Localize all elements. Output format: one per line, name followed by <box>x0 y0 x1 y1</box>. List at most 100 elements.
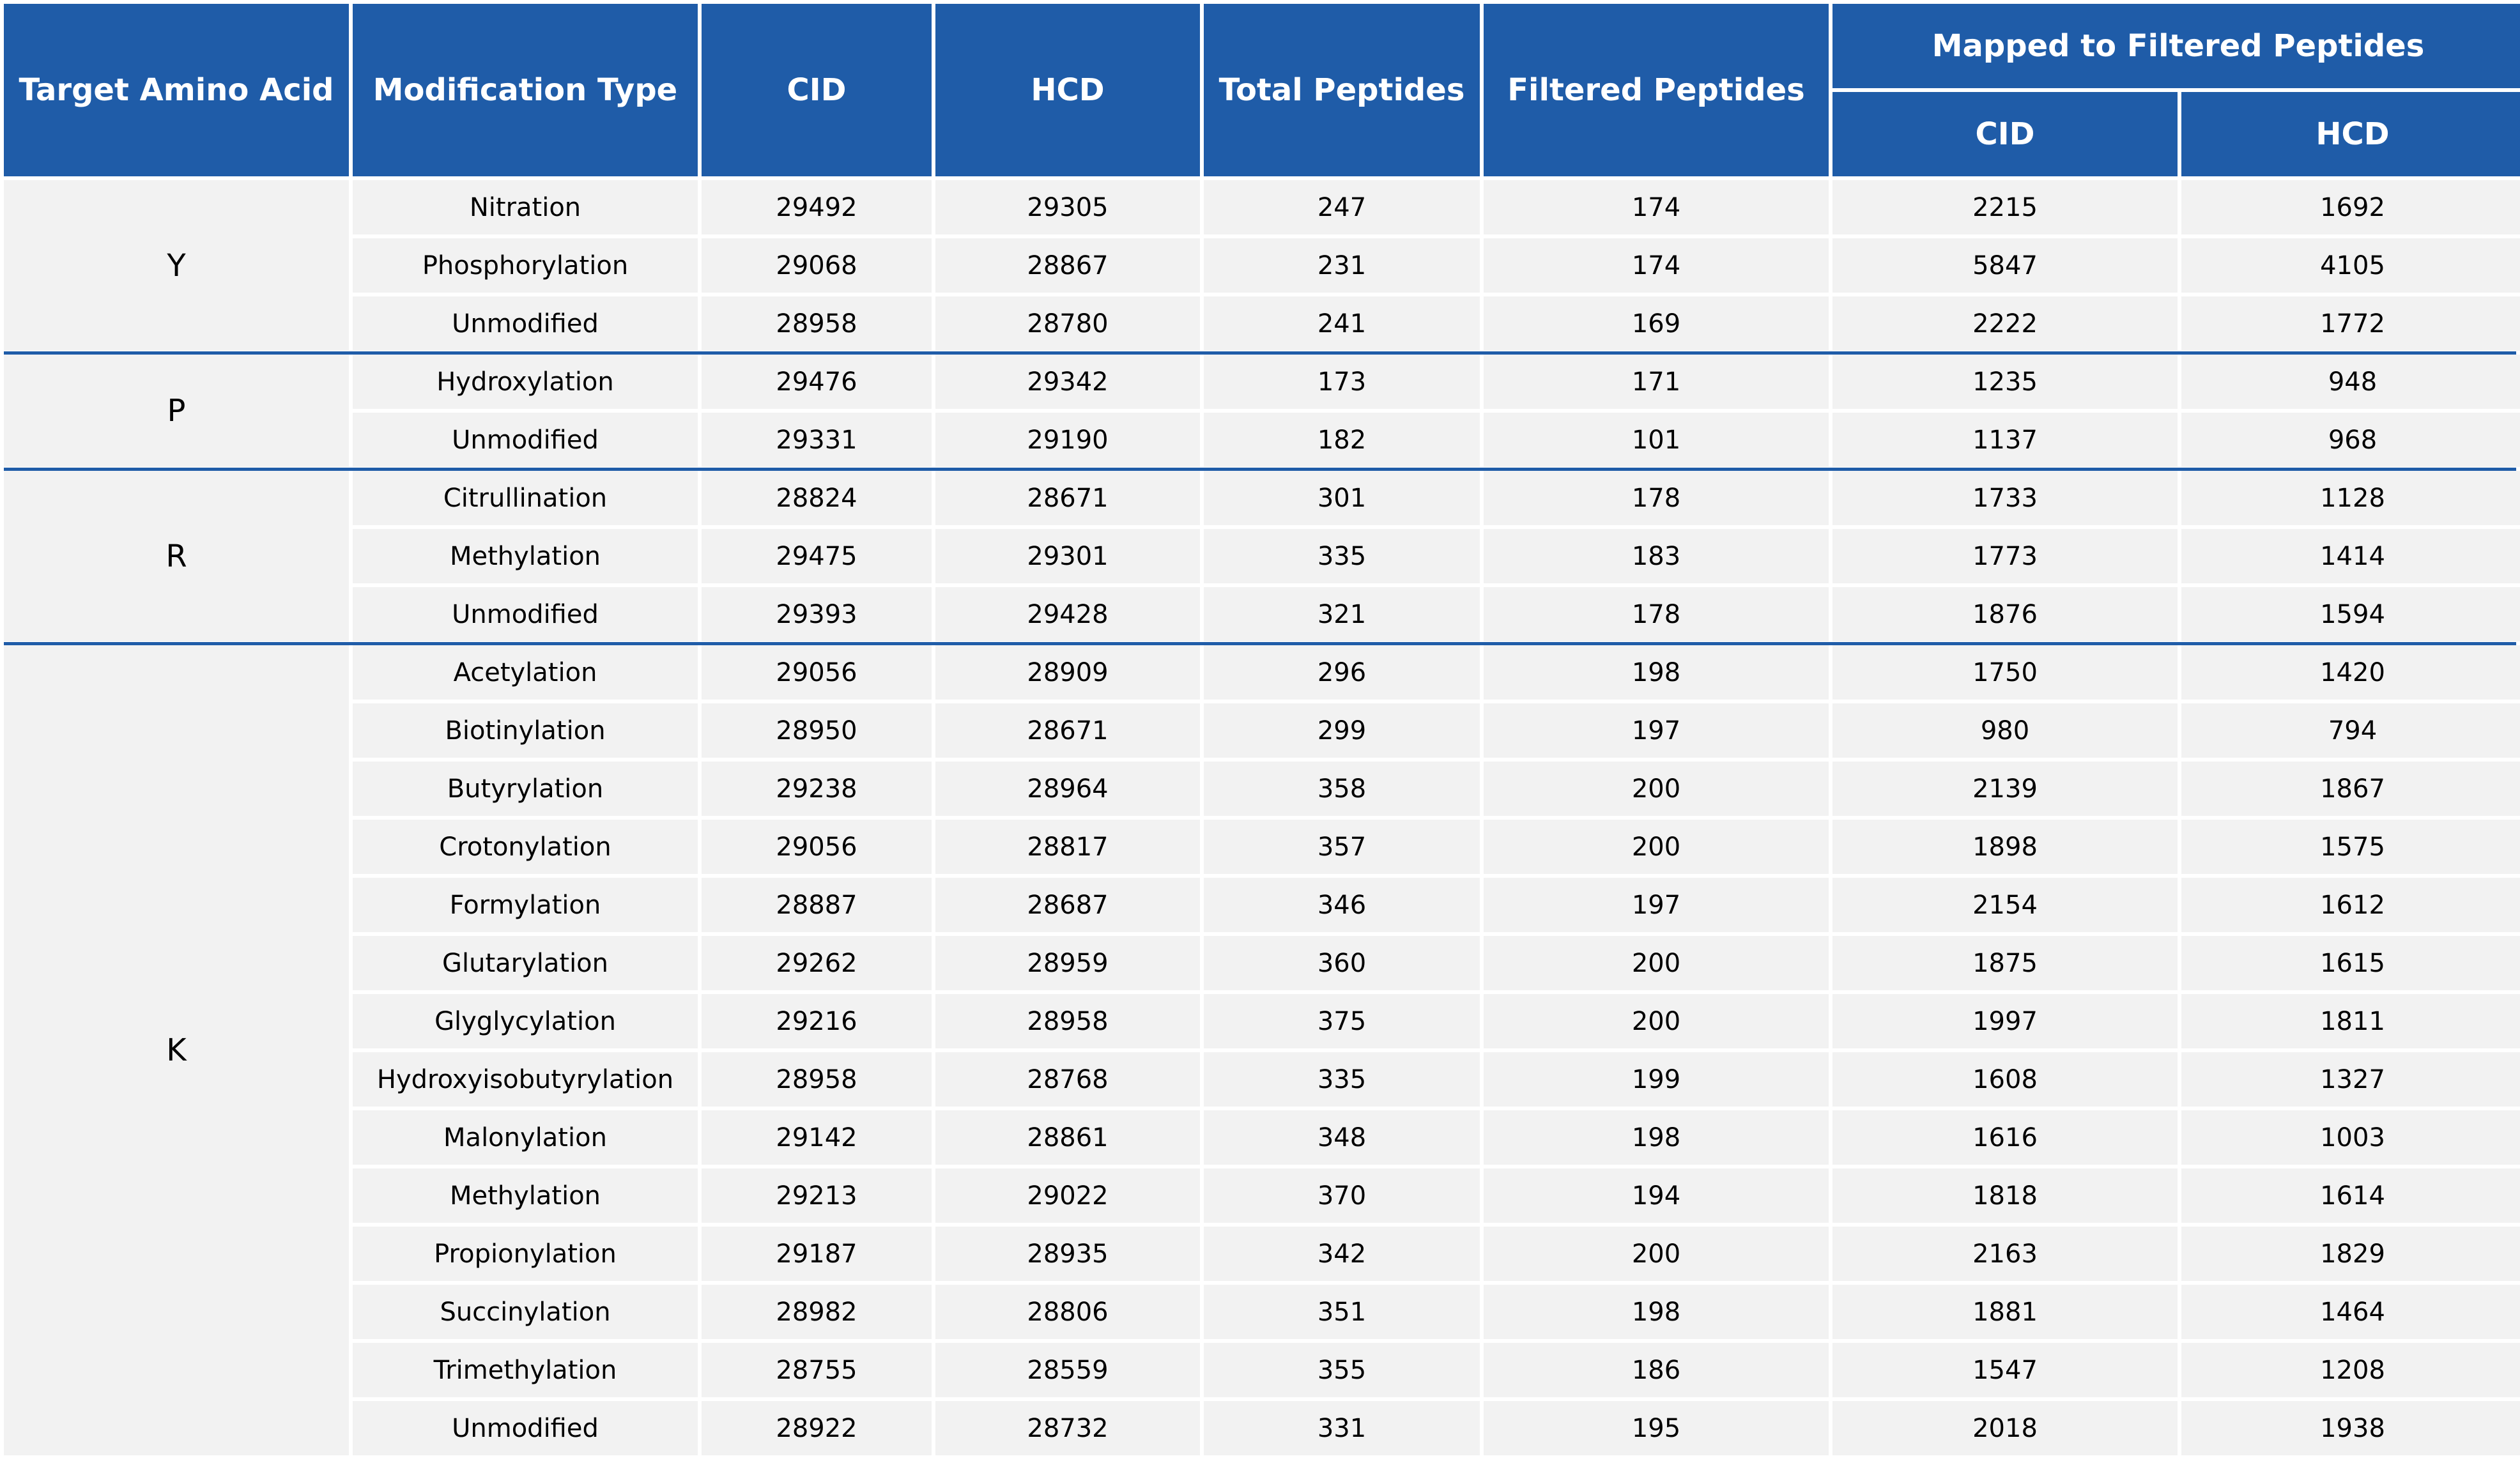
cell-cid: 28958 <box>702 1052 932 1107</box>
cell-hcd: 28867 <box>935 238 1200 293</box>
cell-hcd: 29342 <box>935 355 1200 409</box>
cell-total-peptides: 346 <box>1204 878 1480 932</box>
cell-mapped-cid: 2154 <box>1832 878 2178 932</box>
header-hcd: HCD <box>935 4 1200 176</box>
header-target-amino-acid: Target Amino Acid <box>4 4 349 176</box>
cell-cid: 29187 <box>702 1227 932 1281</box>
cell-mapped-hcd: 1327 <box>2181 1052 2520 1107</box>
cell-target-amino-acid: P <box>4 355 349 467</box>
table-row: Formylation 28887 28687 346 197 2154 1612 <box>4 878 2520 932</box>
cell-mapped-hcd: 1208 <box>2181 1343 2520 1397</box>
cell-filtered-peptides: 174 <box>1484 238 1829 293</box>
cell-mapped-hcd: 1692 <box>2181 180 2520 234</box>
cell-cid: 29393 <box>702 587 932 641</box>
cell-modification-type: Methylation <box>353 529 698 583</box>
cell-total-peptides: 342 <box>1204 1227 1480 1281</box>
cell-modification-type: Unmodified <box>353 296 698 351</box>
cell-mapped-hcd: 1614 <box>2181 1168 2520 1223</box>
cell-mapped-cid: 1616 <box>1832 1110 2178 1165</box>
cell-target-amino-acid: R <box>4 471 349 641</box>
cell-mapped-hcd: 1414 <box>2181 529 2520 583</box>
group-divider <box>4 642 2516 645</box>
header-filtered-peptides: Filtered Peptides <box>1484 4 1829 176</box>
cell-mapped-cid: 2215 <box>1832 180 2178 234</box>
table-row: K Acetylation 29056 28909 296 198 1750 1420 <box>4 645 2520 1455</box>
table-header: Target Amino Acid Modification Type CID … <box>4 4 2520 176</box>
cell-filtered-peptides: 178 <box>1484 587 1829 641</box>
table-row: Methylation 29213 29022 370 194 1818 1614 <box>4 1168 2520 1223</box>
header-total-peptides: Total Peptides <box>1204 4 1480 176</box>
cell-mapped-hcd: 1594 <box>2181 587 2520 641</box>
cell-total-peptides: 370 <box>1204 1168 1480 1223</box>
cell-mapped-hcd: 1003 <box>2181 1110 2520 1165</box>
cell-cid: 29238 <box>702 762 932 816</box>
cell-hcd: 28732 <box>935 1401 1200 1455</box>
cell-filtered-peptides: 200 <box>1484 994 1829 1048</box>
cell-filtered-peptides: 200 <box>1484 820 1829 874</box>
table-row: Phosphorylation 29068 28867 231 174 5847 4105 <box>4 238 2520 293</box>
cell-total-peptides: 247 <box>1204 180 1480 234</box>
cell-hcd: 28935 <box>935 1227 1200 1281</box>
header-mapped-to-filtered-peptides: Mapped to Filtered Peptides <box>1832 4 2520 88</box>
cell-hcd: 28780 <box>935 296 1200 351</box>
cell-mapped-hcd: 4105 <box>2181 238 2520 293</box>
table-row: Methylation 29475 29301 335 183 1773 1414 <box>4 529 2520 583</box>
cell-cid: 28755 <box>702 1343 932 1397</box>
cell-mapped-cid: 1875 <box>1832 936 2178 990</box>
cell-mapped-cid: 1137 <box>1832 413 2178 467</box>
table-body: Y Nitration 29492 29305 247 174 2215 1692 Phosph… <box>4 180 2520 1455</box>
table-row: Crotonylation 29056 28817 357 200 1898 1575 <box>4 820 2520 874</box>
cell-mapped-cid: 1876 <box>1832 587 2178 641</box>
cell-filtered-peptides: 183 <box>1484 529 1829 583</box>
cell-hcd: 28806 <box>935 1285 1200 1339</box>
cell-modification-type: Acetylation <box>353 645 698 700</box>
cell-total-peptides: 351 <box>1204 1285 1480 1339</box>
cell-modification-type: Hydroxyisobutyrylation <box>353 1052 698 1107</box>
cell-hcd: 28671 <box>935 703 1200 758</box>
cell-filtered-peptides: 199 <box>1484 1052 1829 1107</box>
cell-mapped-cid: 5847 <box>1832 238 2178 293</box>
header-modification-type: Modification Type <box>353 4 698 176</box>
cell-total-peptides: 355 <box>1204 1343 1480 1397</box>
cell-mapped-cid: 2018 <box>1832 1401 2178 1455</box>
cell-hcd: 28958 <box>935 994 1200 1048</box>
cell-total-peptides: 296 <box>1204 645 1480 700</box>
cell-cid: 29068 <box>702 238 932 293</box>
cell-total-peptides: 241 <box>1204 296 1480 351</box>
cell-filtered-peptides: 200 <box>1484 1227 1829 1281</box>
table-row: Butyrylation 29238 28964 358 200 2139 1867 <box>4 762 2520 816</box>
cell-mapped-hcd: 1938 <box>2181 1401 2520 1455</box>
cell-total-peptides: 358 <box>1204 762 1480 816</box>
cell-modification-type: Formylation <box>353 878 698 932</box>
table-row: Malonylation 29142 28861 348 198 1616 1003 <box>4 1110 2520 1165</box>
cell-mapped-hcd: 948 <box>2181 355 2520 409</box>
table-row: Glyglycylation 29216 28958 375 200 1997 1811 <box>4 994 2520 1048</box>
cell-hcd: 29428 <box>935 587 1200 641</box>
cell-cid: 28922 <box>702 1401 932 1455</box>
cell-mapped-cid: 1818 <box>1832 1168 2178 1223</box>
cell-total-peptides: 360 <box>1204 936 1480 990</box>
cell-modification-type: Glyglycylation <box>353 994 698 1048</box>
cell-mapped-cid: 1235 <box>1832 355 2178 409</box>
cell-filtered-peptides: 198 <box>1484 645 1829 700</box>
table-row: Unmodified 28958 28780 241 169 2222 1772 <box>4 296 2520 351</box>
cell-mapped-hcd: 1464 <box>2181 1285 2520 1339</box>
cell-mapped-hcd: 1772 <box>2181 296 2520 351</box>
cell-modification-type: Propionylation <box>353 1227 698 1281</box>
cell-mapped-cid: 2222 <box>1832 296 2178 351</box>
cell-cid: 29213 <box>702 1168 932 1223</box>
cell-cid: 28958 <box>702 296 932 351</box>
table-row: Succinylation 28982 28806 351 198 1881 1464 <box>4 1285 2520 1339</box>
cell-total-peptides: 331 <box>1204 1401 1480 1455</box>
cell-mapped-cid: 1898 <box>1832 820 2178 874</box>
cell-hcd: 28817 <box>935 820 1200 874</box>
cell-filtered-peptides: 186 <box>1484 1343 1829 1397</box>
cell-hcd: 28671 <box>935 471 1200 525</box>
cell-cid: 29492 <box>702 180 932 234</box>
cell-mapped-cid: 1881 <box>1832 1285 2178 1339</box>
cell-modification-type: Glutarylation <box>353 936 698 990</box>
table-row: R Citrullination 28824 28671 301 178 1733 1128 <box>4 471 2520 641</box>
cell-mapped-cid: 2139 <box>1832 762 2178 816</box>
cell-total-peptides: 321 <box>1204 587 1480 641</box>
cell-hcd: 28959 <box>935 936 1200 990</box>
